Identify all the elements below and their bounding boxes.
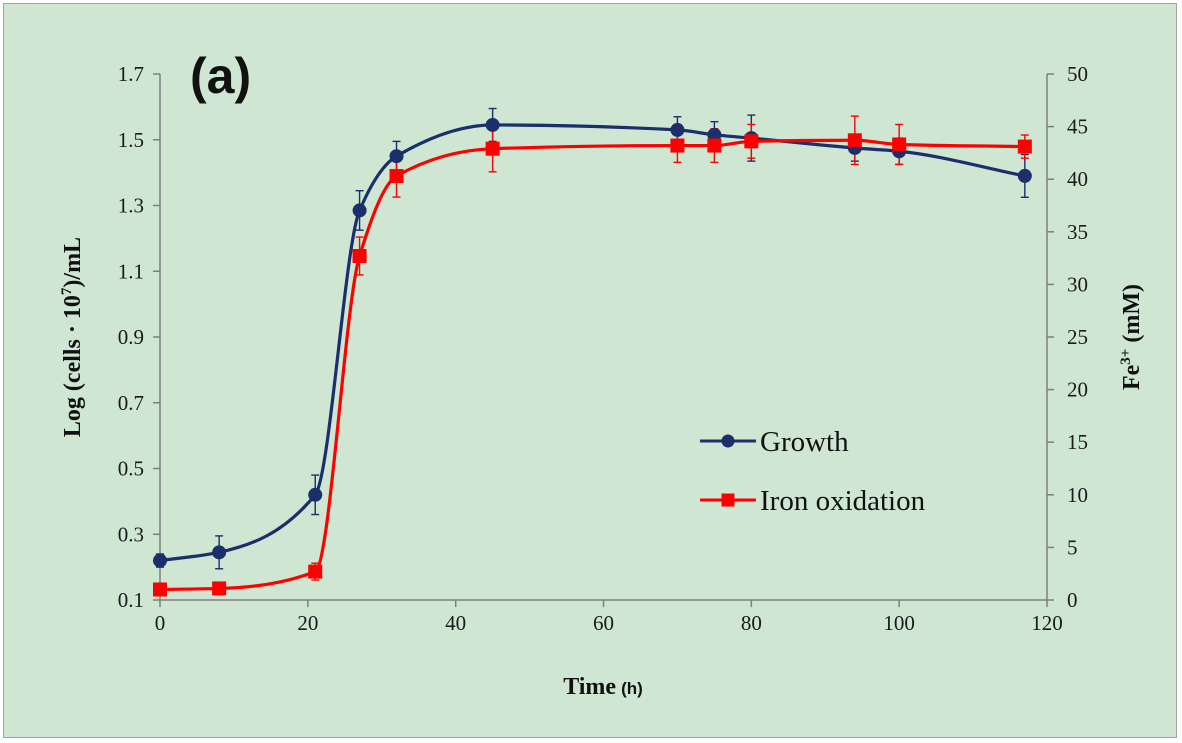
y-right-tick-label: 20 xyxy=(1067,378,1088,402)
iron-oxidation-point xyxy=(744,134,759,149)
panel-label: (a) xyxy=(190,48,251,104)
series-markers xyxy=(153,117,1032,597)
iron-oxidation-point xyxy=(707,138,722,153)
y-right-tick-label: 30 xyxy=(1067,272,1088,296)
y-right-tick-label: 50 xyxy=(1067,62,1088,86)
growth-point xyxy=(1017,168,1032,183)
growth-point xyxy=(389,149,404,164)
x-tick-label: 20 xyxy=(297,611,318,635)
y-right-tick-label: 35 xyxy=(1067,220,1088,244)
growth-point xyxy=(153,553,167,568)
x-tick-label: 60 xyxy=(593,611,614,635)
legend-growth-marker xyxy=(721,434,735,448)
y-right-tick-label: 0 xyxy=(1067,588,1078,612)
x-axis-title: Time (h) xyxy=(563,674,643,700)
growth-point xyxy=(352,203,367,218)
iron-oxidation-point xyxy=(670,138,685,153)
y-right-tick-label: 10 xyxy=(1067,483,1088,507)
y-left-axis-title: Log (cells · 107)/mL xyxy=(59,237,86,437)
iron-oxidation-point xyxy=(892,137,907,152)
y-left-tick-label: 0.7 xyxy=(118,391,144,415)
y-left-tick-label: 0.1 xyxy=(118,588,144,612)
y-left-tick-label: 1.1 xyxy=(118,259,144,283)
y-left-tick-label: 0.3 xyxy=(118,522,144,546)
series-curves xyxy=(159,123,1026,592)
growth-point xyxy=(485,117,500,132)
growth-point xyxy=(707,127,722,142)
legend-iron-marker xyxy=(721,493,735,507)
growth-point xyxy=(308,487,323,502)
legend: Growth Iron oxidation xyxy=(700,426,926,517)
x-tick-label: 80 xyxy=(741,611,762,635)
y-left-tick-label: 1.5 xyxy=(118,128,144,152)
x-tick-label: 120 xyxy=(1031,611,1063,635)
y-left-tick-label: 1.7 xyxy=(118,62,144,86)
y-left-tick-label: 0.9 xyxy=(118,325,144,349)
iron-oxidation-point xyxy=(153,582,167,597)
axis-ticks: 0 20 40 60 80 100 1200.10.30.50.70.91.11.31.51… xyxy=(118,62,1088,635)
x-tick-label: 100 xyxy=(883,611,915,635)
iron-oxidation-point xyxy=(389,169,404,184)
legend-iron-label: Iron oxidation xyxy=(760,485,926,517)
iron-oxidation-point xyxy=(1017,139,1032,154)
iron-oxidation-point xyxy=(212,581,227,596)
error-bars xyxy=(156,107,1029,593)
y-right-axis-title: Fe3+ (mM) xyxy=(1118,284,1145,390)
y-right-tick-label: 15 xyxy=(1067,430,1088,454)
y-left-tick-label: 0.5 xyxy=(118,457,144,481)
y-right-tick-label: 45 xyxy=(1067,115,1088,139)
iron-oxidation-point xyxy=(847,133,862,148)
y-right-tick-label: 40 xyxy=(1067,167,1088,191)
y-left-tick-label: 1.3 xyxy=(118,194,144,218)
legend-growth-label: Growth xyxy=(760,426,849,458)
iron-oxidation-point xyxy=(485,141,500,156)
growth-point xyxy=(670,122,685,137)
x-tick-label: 0 xyxy=(155,611,166,635)
growth-point xyxy=(212,545,227,560)
y-right-tick-label: 5 xyxy=(1067,535,1078,559)
y-right-tick-label: 25 xyxy=(1067,325,1088,349)
iron-oxidation-point xyxy=(308,564,323,579)
x-tick-label: 40 xyxy=(445,611,466,635)
iron-oxidation-point xyxy=(352,248,367,263)
